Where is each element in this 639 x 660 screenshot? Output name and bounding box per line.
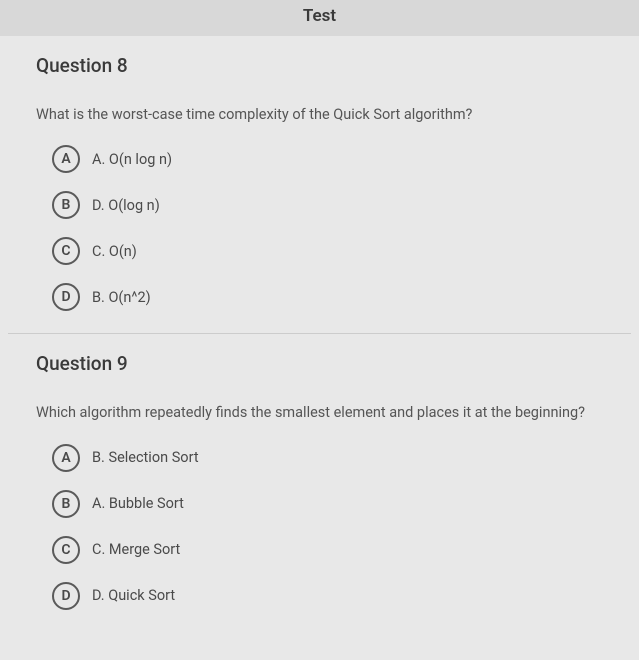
option-letter-circle: A (52, 444, 80, 472)
option-text: B. O(n^2) (92, 289, 151, 306)
option-text: C. Merge Sort (92, 541, 180, 558)
option-a[interactable]: A A. O(n log n) (52, 145, 603, 173)
option-b[interactable]: B D. O(log n) (52, 191, 603, 219)
option-text: C. O(n) (92, 243, 137, 260)
option-text: A. O(n log n) (92, 151, 172, 168)
options-list: A B. Selection Sort B A. Bubble Sort C C… (36, 444, 603, 610)
option-text: D. O(log n) (92, 197, 160, 214)
option-letter-circle: B (52, 490, 80, 518)
question-title: Question 8 (36, 54, 603, 77)
option-letter-circle: D (52, 283, 80, 311)
option-letter-circle: D (52, 582, 80, 610)
option-a[interactable]: A B. Selection Sort (52, 444, 603, 472)
question-prompt: What is the worst-case time complexity o… (36, 105, 603, 125)
option-letter-circle: C (52, 536, 80, 564)
option-text: B. Selection Sort (92, 449, 199, 466)
question-block: Question 9 Which algorithm repeatedly fi… (8, 334, 631, 631)
question-block: Question 8 What is the worst-case time c… (8, 36, 631, 334)
option-text: A. Bubble Sort (92, 495, 184, 512)
content-area: Question 8 What is the worst-case time c… (0, 36, 639, 632)
question-title: Question 9 (36, 352, 603, 375)
option-letter-circle: B (52, 191, 80, 219)
option-c[interactable]: C C. Merge Sort (52, 536, 603, 564)
options-list: A A. O(n log n) B D. O(log n) C C. O(n) … (36, 145, 603, 311)
option-d[interactable]: D D. Quick Sort (52, 582, 603, 610)
option-b[interactable]: B A. Bubble Sort (52, 490, 603, 518)
option-letter-circle: C (52, 237, 80, 265)
option-letter-circle: A (52, 145, 80, 173)
option-text: D. Quick Sort (92, 587, 175, 604)
option-d[interactable]: D B. O(n^2) (52, 283, 603, 311)
page-header: Test (0, 0, 639, 36)
header-title: Test (303, 6, 336, 26)
option-c[interactable]: C C. O(n) (52, 237, 603, 265)
question-prompt: Which algorithm repeatedly finds the sma… (36, 403, 603, 423)
